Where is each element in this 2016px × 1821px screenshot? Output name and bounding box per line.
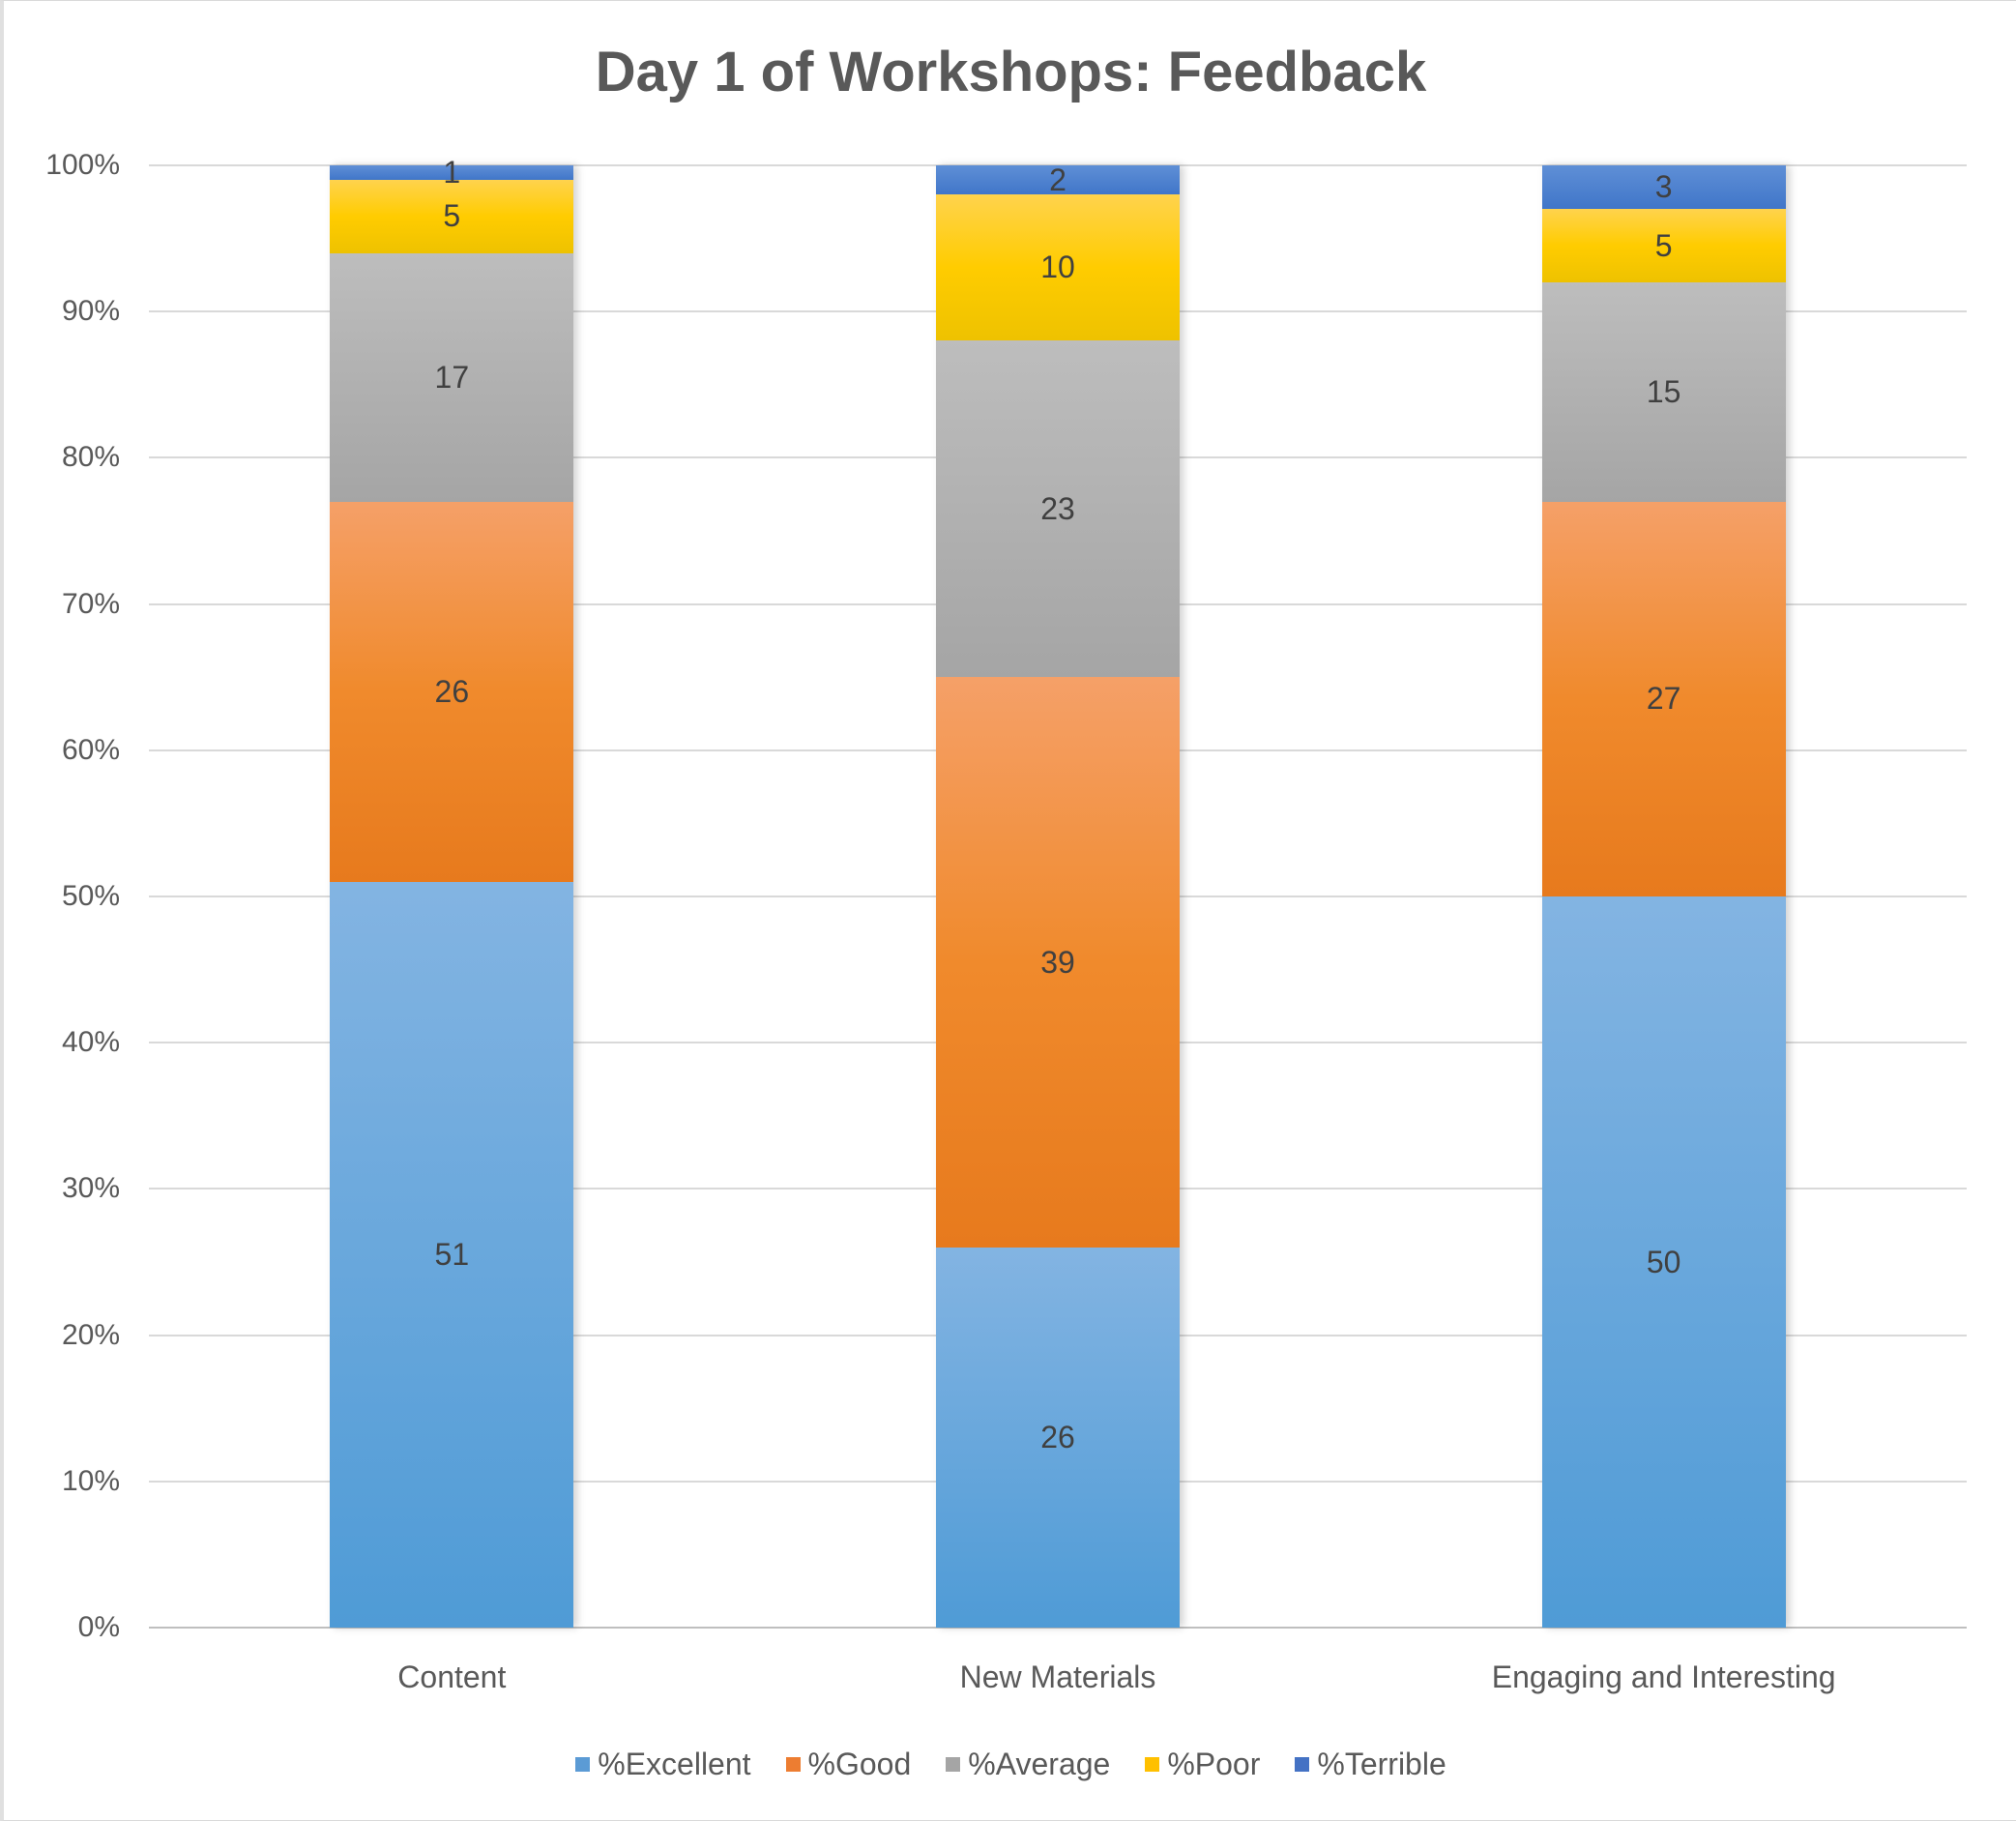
legend-swatch-icon [785,1757,801,1772]
data-label: 26 [1040,1419,1075,1454]
data-label: 10 [1040,250,1075,285]
legend-label: %Poor [1167,1747,1261,1781]
y-axis-tick-label: 10% [61,1464,120,1497]
bar-new-materials: 26 39 23 10 2 [936,162,1180,1628]
bar-segment-poor: 5 [330,180,574,253]
gridline [149,1627,1967,1629]
bar-segment-average: 23 [936,340,1180,678]
data-label: 27 [1646,681,1681,717]
bar-segment-good: 39 [936,677,1180,1248]
x-axis-category-label: New Materials [959,1659,1156,1694]
bar-segment-average: 17 [330,252,574,502]
legend-item-poor: %Poor [1145,1747,1260,1782]
gridline [149,164,1967,166]
bar-segment-excellent: 26 [936,1247,1180,1628]
x-axis-category-label: Content [397,1659,507,1694]
chart-legend: %Excellent %Good %Average %Poor %Terrible [4,1747,2016,1782]
legend-item-average: %Average [946,1747,1110,1782]
bar-segment-average: 15 [1541,281,1786,502]
y-axis-tick-label: 0% [77,1611,120,1643]
y-axis-tick-label: 100% [45,149,120,181]
bar-segment-terrible: 1 [330,155,574,190]
y-axis-tick-label: 80% [61,441,120,474]
bar-engaging-and-interesting: 50 27 15 5 3 [1541,165,1786,1628]
y-axis-tick-label: 20% [61,1318,120,1351]
legend-label: %Average [968,1747,1111,1781]
bar-content: 51 26 17 5 1 [330,155,574,1628]
bar-segment-terrible: 3 [1541,165,1786,210]
legend-swatch-icon [1295,1757,1310,1772]
legend-item-excellent: %Excellent [575,1747,751,1782]
y-axis-tick-label: 70% [61,587,120,620]
legend-label: %Good [807,1747,912,1781]
data-label: 39 [1040,944,1075,980]
chart-title: Day 1 of Workshops: Feedback [595,41,1427,103]
data-label: 26 [434,673,470,709]
data-label: 15 [1646,373,1681,409]
bar-segment-terrible: 2 [936,162,1180,197]
y-axis-tick-label: 90% [61,295,120,328]
legend-swatch-icon [1145,1757,1160,1772]
data-label: 3 [1654,169,1673,205]
data-label: 50 [1646,1244,1681,1279]
data-label: 51 [434,1236,470,1272]
legend-label: %Terrible [1317,1747,1446,1781]
data-label: 17 [434,359,470,395]
legend-item-good: %Good [785,1747,912,1782]
legend-swatch-icon [575,1757,591,1772]
data-label: 2 [1049,162,1066,197]
bar-segment-good: 26 [330,501,574,882]
data-label: 1 [443,155,461,191]
y-axis-tick-label: 30% [61,1172,120,1205]
bar-segment-poor: 5 [1541,209,1786,282]
y-axis-tick-label: 60% [61,733,120,766]
data-label: 5 [443,198,461,234]
bar-segment-good: 27 [1541,501,1786,896]
data-label: 5 [1654,227,1673,263]
bar-segment-poor: 10 [936,194,1180,341]
data-label: 23 [1040,490,1075,526]
plot-area: 0% 10% 20% 30% 40% 50% 60% 70% 80% 90% 100% 51 26 17 5… [45,149,1967,1694]
legend-swatch-icon [946,1757,961,1772]
bar-segment-excellent: 50 [1541,896,1786,1628]
legend-label: %Excellent [598,1747,751,1781]
y-axis-tick-label: 50% [61,880,120,912]
legend-item-terrible: %Terrible [1295,1747,1446,1782]
x-axis-category-label: Engaging and Interesting [1491,1659,1836,1694]
y-axis-tick-label: 40% [61,1026,120,1059]
bar-segment-excellent: 51 [330,881,574,1628]
